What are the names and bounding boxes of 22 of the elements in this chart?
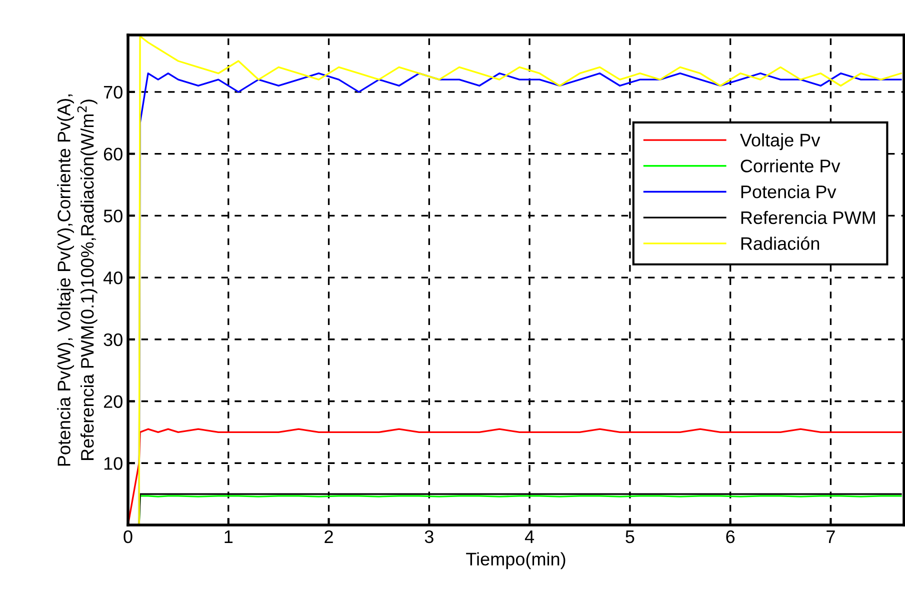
x-tick-label: 7 bbox=[826, 530, 835, 543]
legend-label: Referencia PWM bbox=[741, 210, 875, 224]
y-tick-label: 60 bbox=[104, 148, 122, 161]
y-tick-label: 70 bbox=[104, 86, 122, 99]
y-tick-label: 30 bbox=[104, 333, 122, 346]
x-tick-label: 1 bbox=[224, 530, 233, 543]
y-tick-label: 10 bbox=[104, 457, 122, 470]
y-tick-label: 40 bbox=[103, 271, 122, 284]
x-tick-label: 4 bbox=[524, 530, 534, 543]
x-tick-label: 2 bbox=[324, 530, 333, 543]
x-tick-label: 0 bbox=[124, 530, 132, 544]
y-tick-label: 50 bbox=[104, 210, 122, 222]
y-axis-title: Potencia Pv(W), Voltaje Pv(V),Corriente Pv(A), Referencia PWM(0.1)100%,Radiación(W/m$^{2}$) bbox=[57, 94, 98, 466]
legend-label: Voltaje Pv bbox=[740, 133, 820, 150]
y-tick-label: 20 bbox=[104, 395, 122, 408]
x-axis-title: Tiempo(min) bbox=[466, 552, 566, 570]
legend-label: Corriente Pv bbox=[740, 159, 840, 172]
legend-label: Potencia Pv bbox=[741, 184, 836, 198]
legend-label: Radiación bbox=[741, 236, 820, 250]
x-tick-label: 6 bbox=[726, 530, 735, 544]
x-tick-label: 5 bbox=[626, 530, 634, 544]
x-tick-label: 3 bbox=[424, 530, 434, 544]
